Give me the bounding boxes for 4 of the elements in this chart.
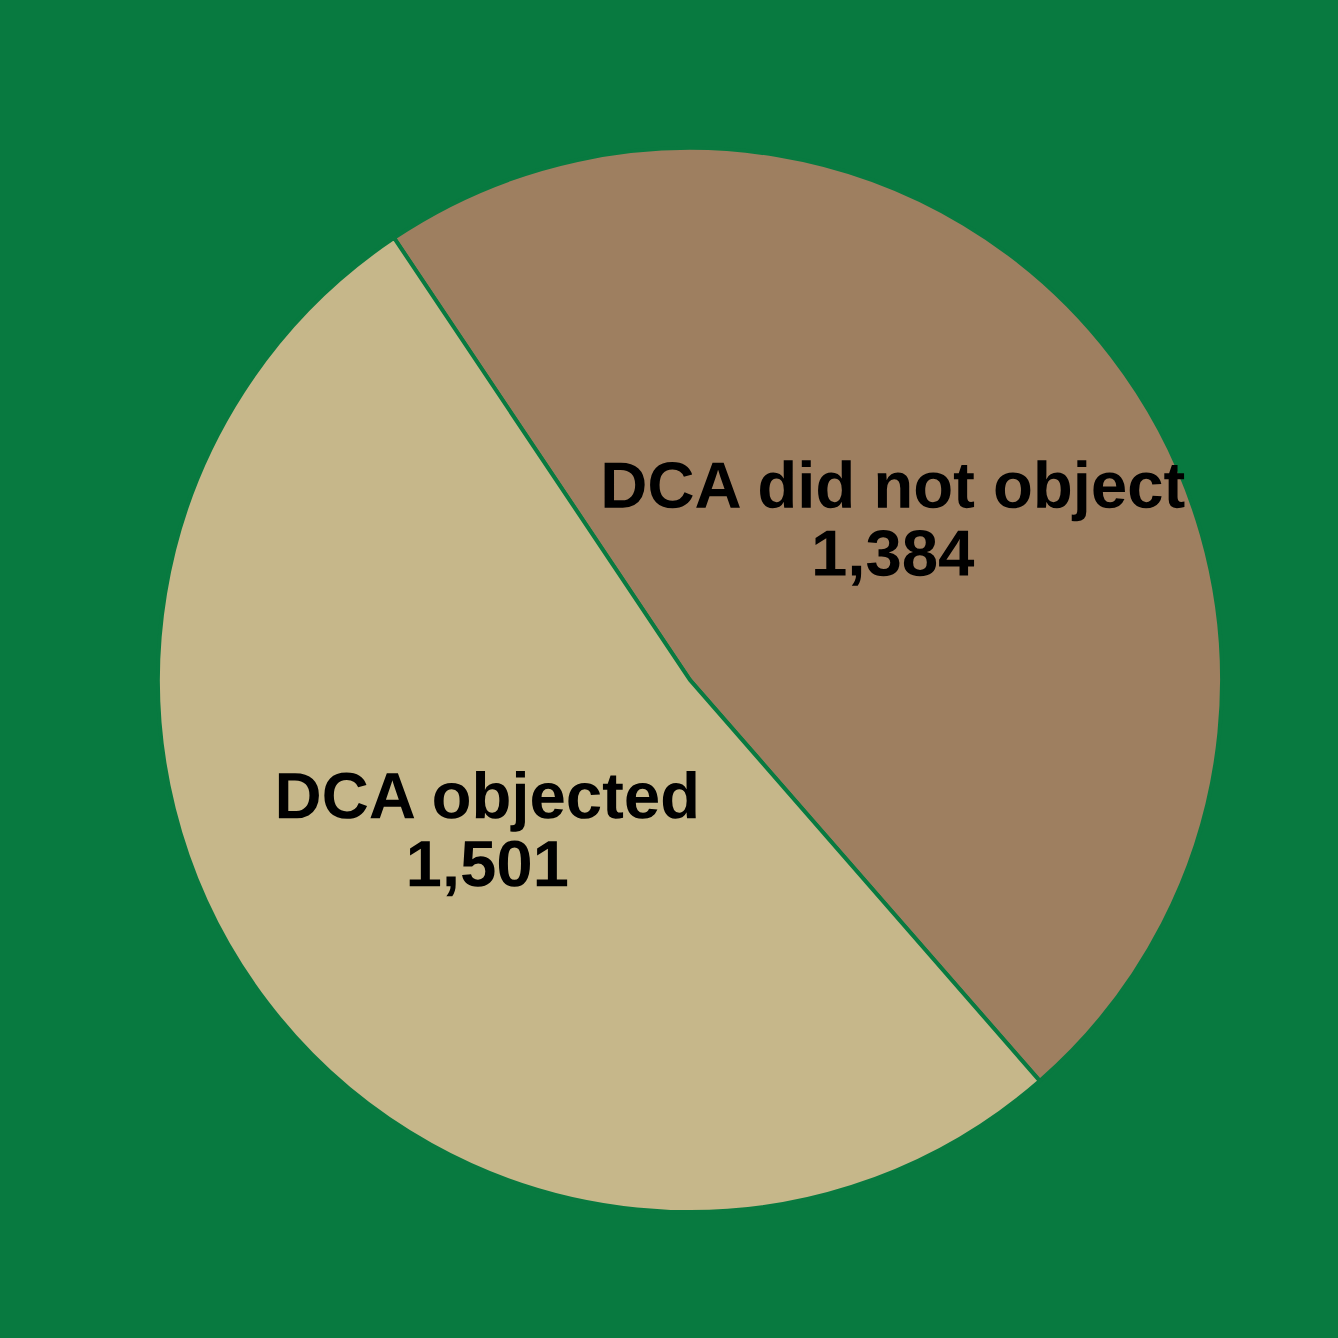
data-label: 1,501 xyxy=(409,840,568,897)
slice-label: DCA did not object xyxy=(604,460,1185,522)
slice-label: DCA objected xyxy=(278,770,696,832)
data-label: 1,384 xyxy=(815,529,975,586)
